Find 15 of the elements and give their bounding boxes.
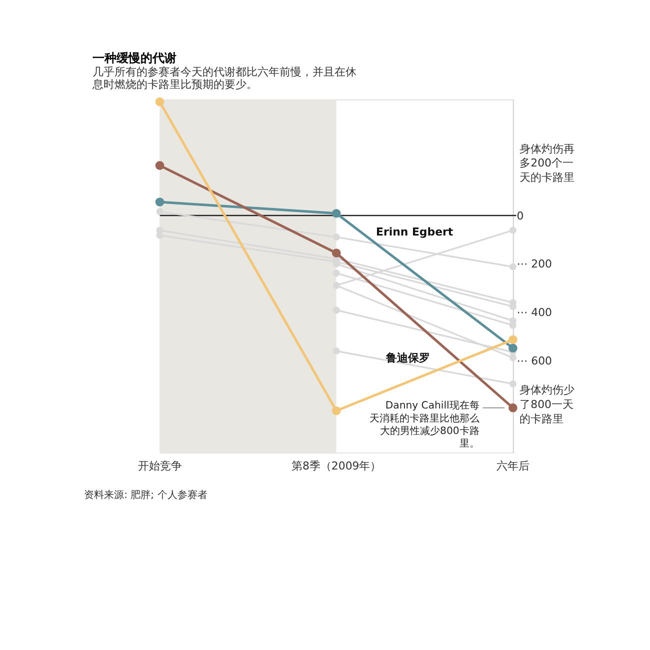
x-tick-label: 开始竞争 — [138, 459, 182, 472]
text: 身体灼伤少了800一天的卡路里 — [520, 384, 575, 426]
y-tick-label: 0 — [516, 209, 524, 222]
text: 身体灼伤再多200个一天的卡路里 — [520, 142, 575, 184]
y-tick-label: ⋯ 400 — [516, 306, 552, 320]
annotation: Danny Cahill现在每天消耗的卡路里比他那么大的男性减少800卡路里。 — [369, 400, 480, 450]
series-label: Erinn Egbert — [376, 225, 454, 238]
y-tick-label: ⋯ 200 — [516, 258, 552, 271]
chart-title: 一种缓慢的代谢 — [92, 51, 176, 66]
y-tick-label: ⋯ 600 — [516, 354, 552, 368]
text: 资料来源: 肥胖; 个人参赛者 — [84, 488, 208, 501]
x-tick-label: 六年后 — [496, 459, 530, 472]
series-label: 鲁迪保罗 — [384, 352, 430, 365]
chart-subtitle: 几乎所有的参赛者今天的代谢都比六年前慢，并且在休息时燃烧的卡路里比预期的要少。 — [91, 66, 356, 92]
x-tick-label: 第8季（2009年） — [291, 459, 382, 472]
